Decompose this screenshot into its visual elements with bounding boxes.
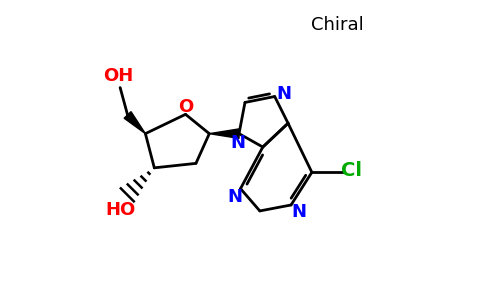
Text: N: N — [230, 134, 245, 152]
Text: HO: HO — [105, 201, 135, 219]
Text: N: N — [227, 188, 242, 206]
Text: N: N — [277, 85, 292, 103]
Polygon shape — [124, 112, 145, 134]
Text: Cl: Cl — [342, 161, 363, 180]
Polygon shape — [209, 129, 239, 138]
Text: N: N — [291, 202, 306, 220]
Text: O: O — [179, 98, 194, 116]
Text: OH: OH — [104, 67, 134, 85]
Text: Chiral: Chiral — [311, 16, 363, 34]
